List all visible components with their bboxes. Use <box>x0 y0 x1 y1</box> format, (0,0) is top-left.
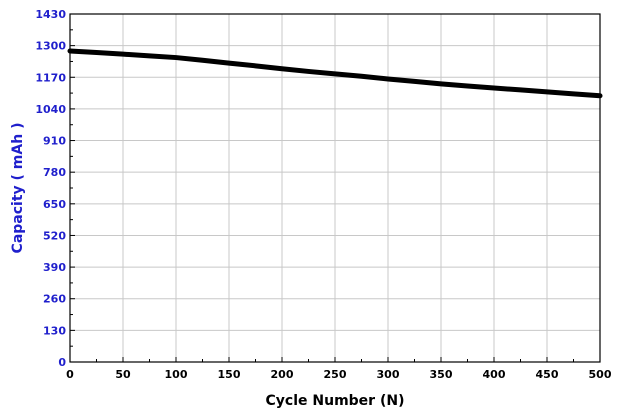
y-tick-label: 1430 <box>35 8 66 21</box>
series-line <box>67 48 603 99</box>
x-tick-label: 0 <box>66 368 74 381</box>
x-tick-label: 150 <box>218 368 241 381</box>
y-tick-labels: 0 130 260 390 520 650 780 910 1040 1170 1300 1430 <box>35 8 66 369</box>
x-tick-label: 500 <box>589 368 612 381</box>
x-tick-label: 100 <box>165 368 188 381</box>
x-tick-label: 250 <box>324 368 347 381</box>
y-tick-label: 260 <box>43 293 66 306</box>
x-tick-label: 200 <box>271 368 294 381</box>
plot-frame <box>69 13 601 363</box>
x-axis-label: Cycle Number (N) <box>266 393 405 409</box>
y-tick-label: 390 <box>43 261 66 274</box>
y-tick-label: 520 <box>43 229 66 242</box>
y-tick-label: 910 <box>43 135 66 148</box>
y-tick-label: 0 <box>58 356 66 369</box>
y-tick-label: 650 <box>43 198 66 211</box>
y-tick-label: 1040 <box>35 103 66 116</box>
x-tick-label: 350 <box>430 368 453 381</box>
y-tick-label: 780 <box>43 166 66 179</box>
x-tick-label: 300 <box>377 368 400 381</box>
x-tick-label: 400 <box>483 368 506 381</box>
x-tick-label: 50 <box>115 368 131 381</box>
y-axis-label: Capacity ( mAh ) <box>10 123 26 254</box>
x-tick-labels: 0 50 100 150 200 250 300 350 400 450 500 <box>66 368 612 381</box>
y-tick-label: 1300 <box>35 40 66 53</box>
x-tick-label: 450 <box>536 368 559 381</box>
grid <box>70 14 600 362</box>
y-tick-label: 130 <box>43 324 66 337</box>
y-tick-label: 1170 <box>35 71 66 84</box>
